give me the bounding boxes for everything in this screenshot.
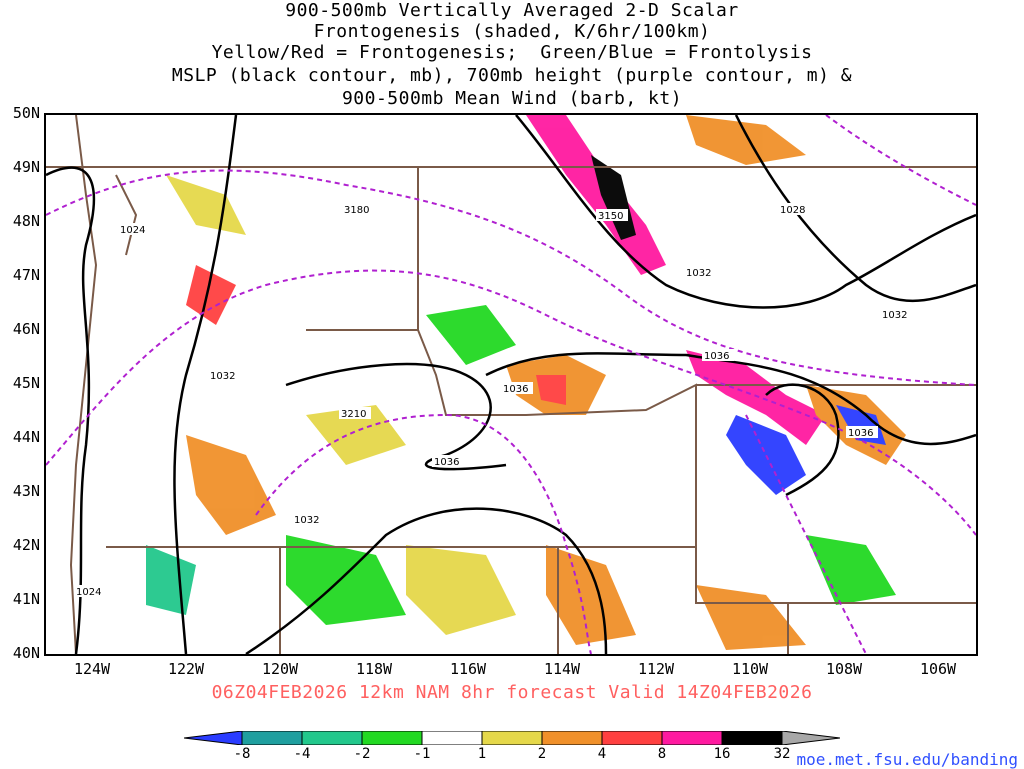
lat-label-44n: 44N — [12, 428, 40, 446]
height-label: 3210 — [339, 407, 371, 420]
title-line-3: Yellow/Red = Frontogenesis; Green/Blue =… — [211, 42, 813, 63]
height-label: 3150 — [596, 209, 628, 222]
colorbar-label: 1 — [477, 746, 487, 762]
colorbar-cell — [301, 731, 363, 745]
mslp-label: 1032 — [292, 513, 324, 526]
colorbar — [184, 731, 840, 745]
mslp-label: 1036 — [702, 349, 734, 362]
mslp-label-text: 1032 — [294, 515, 319, 526]
mslp-label-text: 1036 — [704, 351, 729, 362]
lon-label-120w: 120W — [261, 660, 299, 678]
colorbar-label: 8 — [657, 746, 667, 762]
title-line-2: Frontogenesis (shaded, K/6hr/100km) — [313, 21, 711, 42]
colorbar-cell — [421, 731, 483, 745]
source-url[interactable]: moe.met.fsu.edu/banding — [796, 750, 1018, 769]
lat-label-46n: 46N — [12, 320, 40, 338]
mslp-label: 1036 — [432, 455, 464, 468]
mslp-label-text: 1032 — [686, 268, 711, 279]
lat-label-42n: 42N — [12, 536, 40, 554]
mslp-label-text: 1036 — [503, 384, 528, 395]
colorbar-label: -1 — [413, 746, 431, 762]
frontogenesis-map: 1024 1032 1036 1036 1032 1036 1028 1032 … — [46, 115, 976, 654]
lat-label-47n: 47N — [12, 266, 40, 284]
colorbar-cell — [481, 731, 543, 745]
forecast-valid-time: 06Z04FEB2026 12km NAM 8hr forecast Valid… — [211, 682, 813, 703]
lat-label-45n: 45N — [12, 374, 40, 392]
height-label-text: 3180 — [344, 205, 369, 216]
colorbar-label: 4 — [597, 746, 607, 762]
colorbar-label: -4 — [293, 746, 311, 762]
lon-label-112w: 112W — [637, 660, 675, 678]
lat-label-41n: 41N — [12, 590, 40, 608]
mslp-label: 1036 — [846, 426, 878, 439]
lat-label-50n: 50N — [12, 104, 40, 122]
lat-label-48n: 48N — [12, 212, 40, 230]
title-line-5: 900-500mb Mean Wind (barb, kt) — [341, 88, 683, 109]
mslp-label-text: 1036 — [434, 457, 459, 468]
colorbar-cell — [601, 731, 663, 745]
height-label-text: 3150 — [598, 211, 623, 222]
mslp-label: 1032 — [880, 308, 912, 321]
height-label: 3180 — [342, 203, 374, 216]
mslp-label-text: 1028 — [780, 205, 805, 216]
mslp-label: 1036 — [501, 382, 533, 395]
colorbar-label: 2 — [537, 746, 547, 762]
colorbar-label: -8 — [233, 746, 251, 762]
contour-labels: 1024 1032 1036 1036 1032 1036 1028 1032 … — [74, 203, 912, 598]
mslp-label-text: 1036 — [848, 428, 873, 439]
mslp-label: 1032 — [208, 369, 240, 382]
colorbar-label: 16 — [713, 746, 731, 762]
colorbar-cell — [361, 731, 423, 745]
colorbar-cell — [541, 731, 603, 745]
lon-label-106w: 106W — [919, 660, 957, 678]
state-borders — [46, 115, 976, 654]
lon-label-108w: 108W — [825, 660, 863, 678]
lon-label-110w: 110W — [731, 660, 769, 678]
lat-label-40n: 40N — [12, 644, 40, 662]
map-panel: 1024 1032 1036 1036 1032 1036 1028 1032 … — [44, 113, 978, 656]
mslp-label: 1024 — [118, 223, 150, 236]
mslp-label: 1024 — [74, 585, 106, 598]
lon-label-114w: 114W — [543, 660, 581, 678]
mslp-label-text: 1032 — [882, 310, 907, 321]
lon-label-124w: 124W — [73, 660, 111, 678]
colorbar-cell — [184, 731, 243, 745]
title-line-1: 900-500mb Vertically Averaged 2-D Scalar — [285, 0, 739, 21]
lon-label-122w: 122W — [167, 660, 205, 678]
colorbar-label: 32 — [773, 746, 791, 762]
lat-label-43n: 43N — [12, 482, 40, 500]
colorbar-label: -2 — [353, 746, 371, 762]
height-label-text: 3210 — [341, 409, 366, 420]
colorbar-cell — [241, 731, 303, 745]
mslp-label-text: 1024 — [120, 225, 145, 236]
lon-label-116w: 116W — [449, 660, 487, 678]
lat-label-49n: 49N — [12, 158, 40, 176]
colorbar-cell — [781, 731, 840, 745]
lon-label-118w: 118W — [355, 660, 393, 678]
mslp-contours — [46, 115, 976, 654]
mslp-label: 1028 — [778, 203, 810, 216]
mslp-label: 1032 — [684, 266, 716, 279]
mslp-label: 1032 — [210, 373, 237, 386]
mslp-label-text: 1024 — [76, 587, 101, 598]
colorbar-cell — [721, 731, 783, 745]
mslp-label-text: 1032 — [210, 371, 235, 382]
title-line-4: MSLP (black contour, mb), 700mb height (… — [171, 65, 853, 86]
colorbar-cell — [661, 731, 723, 745]
